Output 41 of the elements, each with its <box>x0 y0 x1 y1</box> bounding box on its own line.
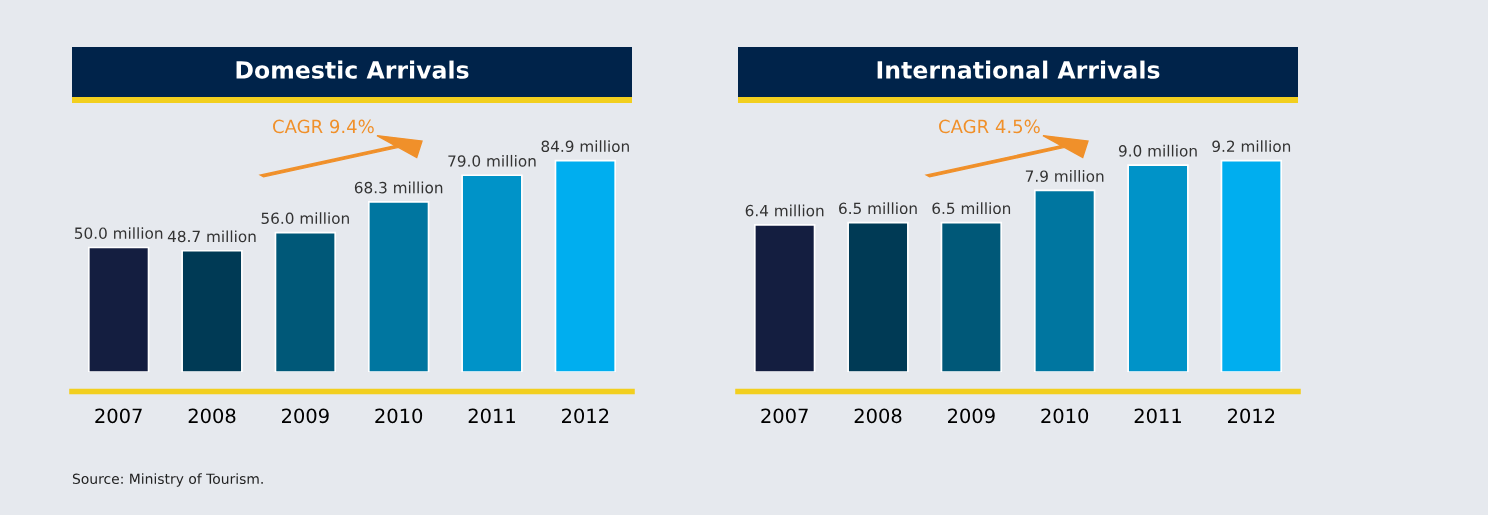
data-label: 56.0 million <box>261 212 349 225</box>
bar <box>87 246 150 372</box>
x-tick-label: 2012 <box>562 408 609 424</box>
bar <box>367 201 430 372</box>
x-tick-label: 2008 <box>854 408 902 424</box>
text: CAGR 4.5% <box>939 119 1040 134</box>
chart-title: Domestic Arrivals <box>236 60 469 79</box>
bar <box>554 159 617 372</box>
data-label: 79.0 million <box>448 154 536 167</box>
bar <box>461 174 523 372</box>
x-tick-label: 2011 <box>468 408 515 424</box>
bar <box>1033 189 1096 372</box>
data-label: 6.5 million <box>932 202 1011 215</box>
x-tick-label: 2007 <box>761 408 808 424</box>
x-tick-label: 2010 <box>1041 408 1089 424</box>
data-label: 9.0 million <box>1118 144 1197 157</box>
bar <box>1127 164 1189 372</box>
data-label: 68.3 million <box>354 181 443 194</box>
data-label: 6.5 million <box>839 202 917 215</box>
bar <box>181 249 243 372</box>
bar <box>274 231 337 372</box>
data-label: 9.2 million <box>1212 140 1291 153</box>
x-tick-label: 2009 <box>282 408 329 424</box>
source-note: Source: Ministry of Tourism. <box>72 473 263 487</box>
x-tick-label: 2010 <box>375 408 423 424</box>
data-label: 6.4 million <box>745 204 824 217</box>
data-label: 50.0 million <box>74 227 163 239</box>
bar <box>847 221 909 372</box>
bar <box>753 224 816 372</box>
data-label: 84.9 million <box>541 140 629 153</box>
x-tick-label: 2008 <box>188 408 236 424</box>
x-tick-label: 2009 <box>948 408 995 424</box>
x-tick-label: 2011 <box>1134 408 1181 424</box>
chart-title: International Arrivals <box>877 60 1160 79</box>
data-label: 7.9 million <box>1025 170 1104 182</box>
x-tick-label: 2012 <box>1228 408 1275 424</box>
bar <box>1220 159 1283 372</box>
x-tick-label: 2007 <box>95 408 142 424</box>
data-label: 48.7 million <box>167 230 256 243</box>
text: CAGR 9.4% <box>273 119 374 134</box>
bar <box>940 221 1003 372</box>
